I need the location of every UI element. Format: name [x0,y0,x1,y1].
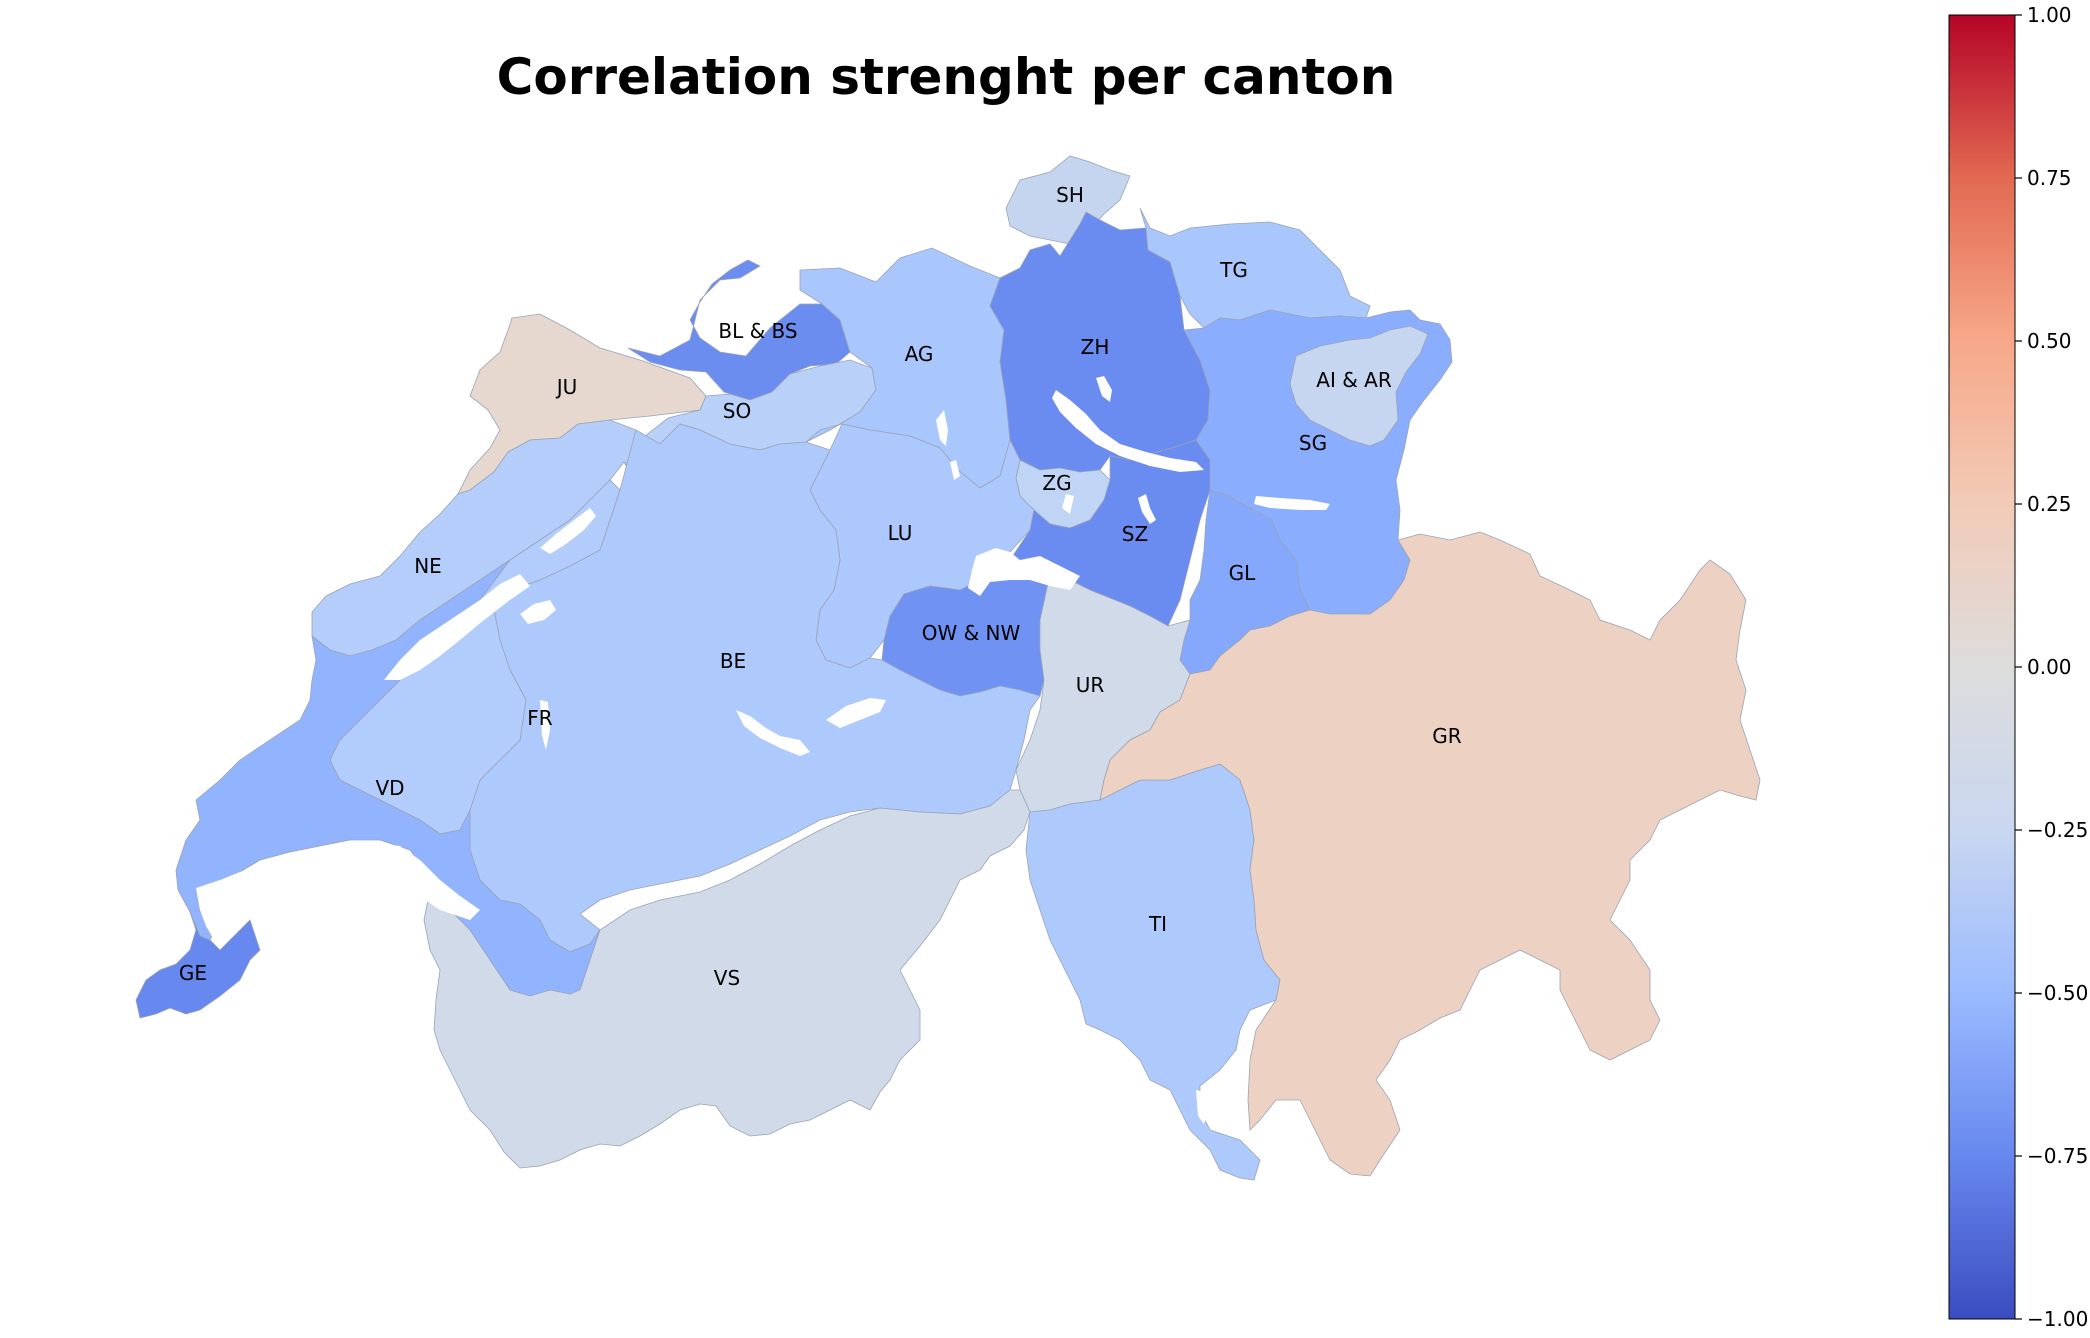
canton-shape-GE [135,911,261,1019]
lake-zug [1062,494,1074,514]
lake-murten [520,600,556,624]
canton-shapes [135,155,1761,1181]
canton-label-GR: GR [1432,724,1461,748]
canton-labels: SH TG ZH BL & BS AG JU SO AI & AR SG ZG … [179,183,1462,990]
colorbar-tick-label: −0.25 [2027,818,2088,842]
lake-baldegg [950,460,960,480]
lake-gruyere [540,700,550,750]
canton-label-JU: JU [555,375,578,399]
colorbar-tick-label: −1.00 [2027,1307,2088,1331]
canton-shape-SH [1005,155,1131,245]
lake-lucerne [968,548,1080,596]
canton-shape-VS [423,789,1031,1169]
colorbar-ticks: 1.00 0.75 0.50 0.25 0.00 −0.25 −0.50 −0.75 −1.00 [2015,3,2088,1331]
colorbar-tick-label: 0.00 [2027,655,2072,679]
colorbar-tick-label: 0.75 [2027,166,2072,190]
lake-geneva [196,842,480,940]
lakes [196,376,1330,1124]
canton-label-ZH: ZH [1081,335,1110,359]
canton-label-GE: GE [179,961,207,985]
canton-label-VS: VS [714,966,740,990]
canton-label-UR: UR [1076,673,1105,697]
colorbar-tick-label: 0.25 [2027,492,2072,516]
canton-label-ZG: ZG [1042,471,1071,495]
canton-shape-GR [1099,531,1761,1177]
canton-label-OWNW: OW & NW [922,621,1021,645]
lake-walen [1254,496,1330,510]
colorbar-gradient [1948,14,2016,1320]
lake-biel [540,508,596,554]
lake-sihl [1138,494,1156,524]
canton-label-SO: SO [723,399,751,423]
colorbar-tick-label: −0.75 [2027,1144,2088,1168]
canton-label-AG: AG [905,342,934,366]
map-title: Correlation strenght per canton [496,48,1396,106]
canton-label-BE: BE [720,649,746,673]
lake-greifen [1096,376,1112,402]
canton-label-LU: LU [888,521,913,545]
canton-label-VD: VD [375,776,404,800]
colorbar: 1.00 0.75 0.50 0.25 0.00 −0.25 −0.50 −0.75 −1.00 [1948,3,2088,1331]
canton-label-SG: SG [1299,431,1327,455]
canton-label-BLBS: BL & BS [718,319,797,343]
canton-label-FR: FR [527,706,553,730]
canton-label-SH: SH [1056,183,1084,207]
canton-label-TI: TI [1148,912,1167,936]
canton-label-NE: NE [414,554,442,578]
colorbar-tick-label: −0.50 [2027,981,2088,1005]
colorbar-tick-label: 1.00 [2027,3,2072,27]
lake-sempach [936,410,948,446]
lake-neuchatel [384,574,530,680]
colorbar-tick-label: 0.50 [2027,329,2072,353]
canton-label-SZ: SZ [1122,522,1148,546]
canton-shape-TI [1025,763,1281,1181]
canton-shape-AIAR [1289,325,1429,447]
canton-label-TG: TG [1219,258,1248,282]
canton-label-GL: GL [1229,561,1256,585]
lake-thun [736,710,810,756]
lake-zurich [1052,390,1204,472]
lake-lugano-maggiore [1196,1090,1210,1124]
canton-label-AIAR: AI & AR [1316,368,1392,392]
lake-brienz [826,698,886,728]
